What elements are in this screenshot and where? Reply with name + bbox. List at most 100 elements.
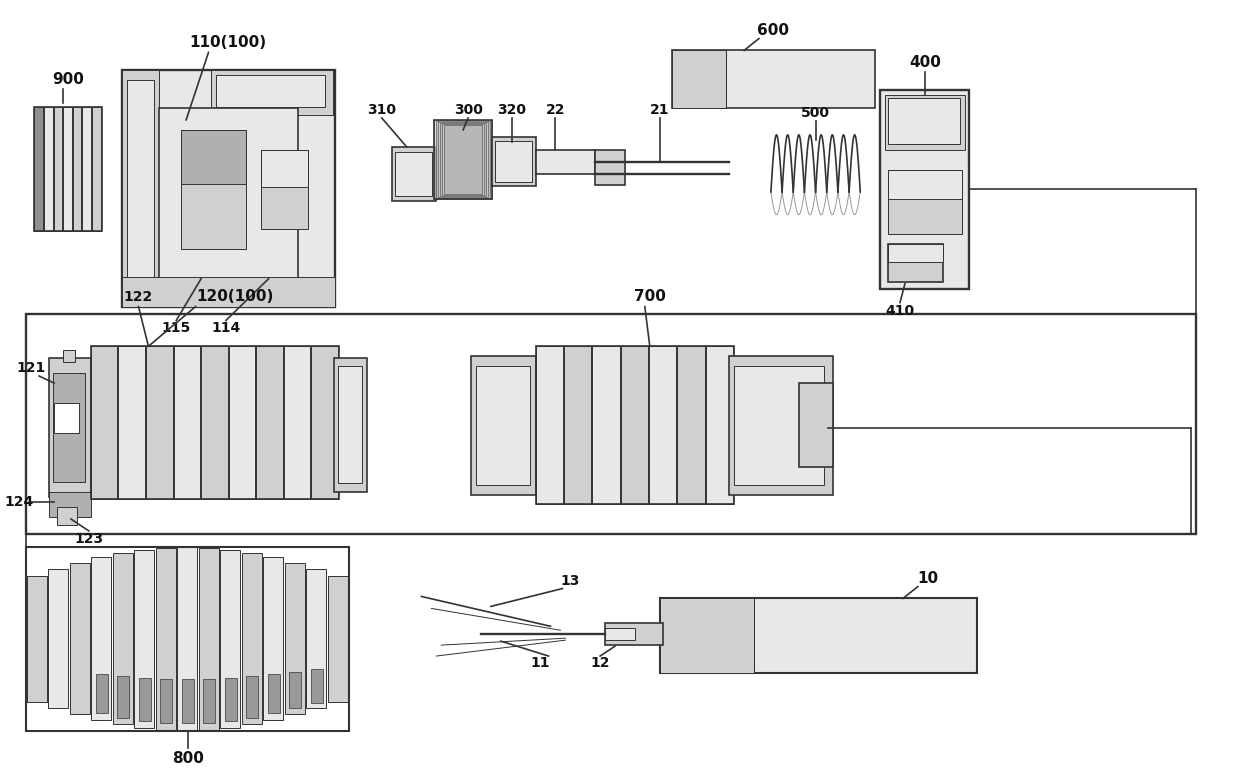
- Bar: [888, 169, 961, 199]
- Text: 114: 114: [211, 322, 241, 335]
- Bar: [660, 598, 977, 673]
- Bar: [327, 576, 348, 702]
- Bar: [444, 125, 482, 194]
- Text: 800: 800: [171, 751, 203, 766]
- Bar: [621, 346, 649, 504]
- Bar: [122, 70, 335, 307]
- Text: 300: 300: [454, 103, 482, 117]
- Text: 110(100): 110(100): [190, 35, 267, 50]
- Text: 700: 700: [634, 289, 666, 304]
- Bar: [91, 346, 339, 499]
- Bar: [53, 373, 84, 482]
- Bar: [91, 346, 118, 499]
- Bar: [92, 107, 100, 231]
- Bar: [181, 130, 246, 249]
- Bar: [134, 550, 154, 727]
- Bar: [73, 107, 82, 231]
- Text: 21: 21: [650, 103, 670, 117]
- Bar: [118, 676, 129, 717]
- Bar: [35, 107, 43, 231]
- Text: 12: 12: [590, 656, 610, 670]
- Bar: [221, 550, 241, 727]
- Bar: [50, 358, 91, 497]
- Bar: [394, 152, 433, 196]
- Bar: [880, 90, 970, 288]
- Text: 122: 122: [124, 290, 153, 304]
- Bar: [593, 346, 620, 504]
- Bar: [181, 130, 246, 185]
- Bar: [799, 383, 833, 468]
- Bar: [672, 50, 875, 108]
- Bar: [63, 350, 74, 363]
- Bar: [174, 346, 200, 499]
- Bar: [182, 679, 193, 724]
- Bar: [605, 628, 635, 640]
- Bar: [536, 346, 563, 504]
- Bar: [339, 366, 362, 483]
- Bar: [113, 553, 133, 724]
- Text: 410: 410: [885, 304, 915, 318]
- Bar: [306, 569, 326, 708]
- Bar: [50, 492, 91, 517]
- Bar: [436, 121, 490, 199]
- Bar: [885, 95, 965, 150]
- Bar: [156, 547, 176, 730]
- Bar: [734, 366, 823, 485]
- Bar: [263, 557, 284, 720]
- Bar: [126, 80, 154, 297]
- Text: 121: 121: [16, 361, 46, 375]
- Text: 600: 600: [756, 23, 789, 38]
- Bar: [160, 679, 172, 723]
- Text: 115: 115: [161, 322, 191, 335]
- Bar: [888, 244, 942, 281]
- Bar: [27, 576, 47, 702]
- Text: 123: 123: [74, 532, 103, 546]
- Bar: [660, 598, 754, 673]
- Bar: [536, 150, 595, 174]
- Bar: [146, 346, 172, 499]
- Bar: [392, 147, 436, 201]
- Bar: [159, 108, 299, 290]
- Bar: [260, 150, 309, 229]
- Text: 13: 13: [560, 574, 580, 587]
- Bar: [48, 569, 68, 708]
- Bar: [440, 123, 486, 196]
- Bar: [438, 122, 489, 197]
- Bar: [605, 623, 662, 645]
- Text: 11: 11: [531, 656, 551, 670]
- Bar: [536, 346, 734, 504]
- Bar: [888, 244, 942, 262]
- Text: 320: 320: [497, 103, 526, 117]
- Bar: [224, 678, 237, 720]
- Text: 10: 10: [918, 571, 939, 586]
- Bar: [257, 346, 283, 499]
- Bar: [311, 346, 339, 499]
- Bar: [35, 107, 102, 231]
- Bar: [177, 547, 197, 730]
- Bar: [471, 356, 536, 495]
- Bar: [26, 314, 1195, 534]
- Bar: [228, 346, 255, 499]
- Bar: [284, 346, 310, 499]
- Bar: [434, 120, 492, 199]
- Bar: [247, 676, 258, 717]
- Bar: [139, 678, 150, 720]
- Text: 120(100): 120(100): [197, 289, 274, 304]
- Bar: [443, 124, 484, 196]
- Bar: [55, 403, 79, 433]
- Bar: [43, 107, 52, 231]
- Bar: [285, 563, 305, 714]
- Bar: [69, 563, 89, 714]
- Bar: [649, 346, 677, 504]
- Text: 124: 124: [5, 495, 33, 509]
- Bar: [260, 150, 309, 187]
- Text: 900: 900: [52, 72, 84, 87]
- Bar: [729, 356, 833, 495]
- Bar: [92, 557, 112, 720]
- Bar: [595, 150, 625, 186]
- Bar: [122, 277, 335, 307]
- Bar: [888, 169, 961, 234]
- Bar: [888, 98, 960, 144]
- Bar: [26, 547, 348, 730]
- Bar: [268, 674, 279, 713]
